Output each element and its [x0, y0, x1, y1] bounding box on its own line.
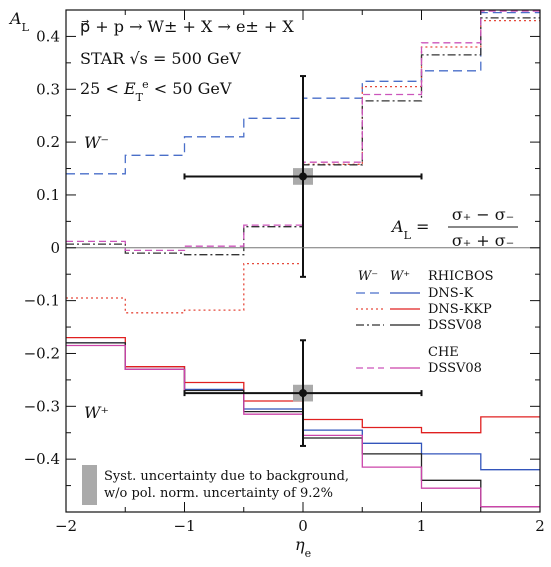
y-tick-label: −0.4	[24, 450, 60, 468]
y-tick-label: 0.2	[36, 133, 60, 151]
legend-header-rhicbos: RHICBOS	[428, 269, 494, 284]
y-axis-label: AL	[8, 9, 30, 34]
syst-legend-line2: w/o pol. norm. uncertainty of 9.2%	[104, 486, 333, 501]
y-tick-label: 0.4	[36, 27, 60, 45]
legend-header-wminus: W⁻	[358, 269, 378, 284]
legend-entry-label: DSSV08	[428, 361, 482, 376]
x-tick-label: 0	[298, 517, 308, 535]
y-tick-label: 0	[50, 239, 60, 257]
legend-header-wplus: W⁺	[390, 269, 410, 284]
y-tick-label: −0.1	[24, 292, 60, 310]
legend-entry-label: DNS-KKP	[428, 302, 492, 317]
x-tick-label: 2	[535, 517, 545, 535]
legend-entry-label: DNS-K	[428, 286, 474, 301]
y-tick-label: −0.3	[24, 397, 60, 415]
legend-entry-label: DSSV08	[428, 318, 482, 333]
x-tick-label: −1	[173, 517, 195, 535]
legend-che-header: CHE	[428, 345, 459, 360]
experiment-label: STAR √s = 500 GeV	[80, 49, 241, 68]
cut-label: 25 < ETe < 50 GeV	[80, 78, 232, 104]
w-minus-label: W⁻	[84, 133, 109, 152]
formula-lhs: AL =	[390, 217, 429, 242]
data-marker-wminus	[299, 172, 307, 181]
annotations: AL ηe p⃗ + p → W± + X → e± + X STAR √s = 50…	[8, 9, 518, 560]
legend: W⁻ W⁺ RHICBOSDNS-KDNS-KKPDSSV08DSSV08CHESy…	[82, 269, 494, 505]
x-tick-label: 1	[417, 517, 427, 535]
y-tick-label: 0.3	[36, 80, 60, 98]
w-plus-label: W⁺	[84, 403, 109, 422]
formula-numerator: σ₊ − σ₋	[452, 205, 514, 224]
axes: −2 −1 0 1 2 0.4 0.3 0.2 0.1 0 −0.1 −0.2 −0.3 −0.4	[24, 9, 545, 535]
syst-legend-swatch	[82, 465, 97, 505]
x-tick-label: −2	[55, 517, 77, 535]
syst-legend-line1: Syst. uncertainty due to background,	[104, 469, 349, 484]
data-points	[183, 75, 423, 447]
process-label: p⃗ + p → W± + X → e± + X	[80, 17, 294, 36]
y-tick-label: −0.2	[24, 344, 60, 362]
formula-denominator: σ₊ + σ₋	[452, 231, 514, 250]
data-marker-wplus	[299, 389, 307, 398]
y-tick-label: 0.1	[36, 186, 60, 204]
x-axis-label: ηe	[295, 535, 311, 560]
